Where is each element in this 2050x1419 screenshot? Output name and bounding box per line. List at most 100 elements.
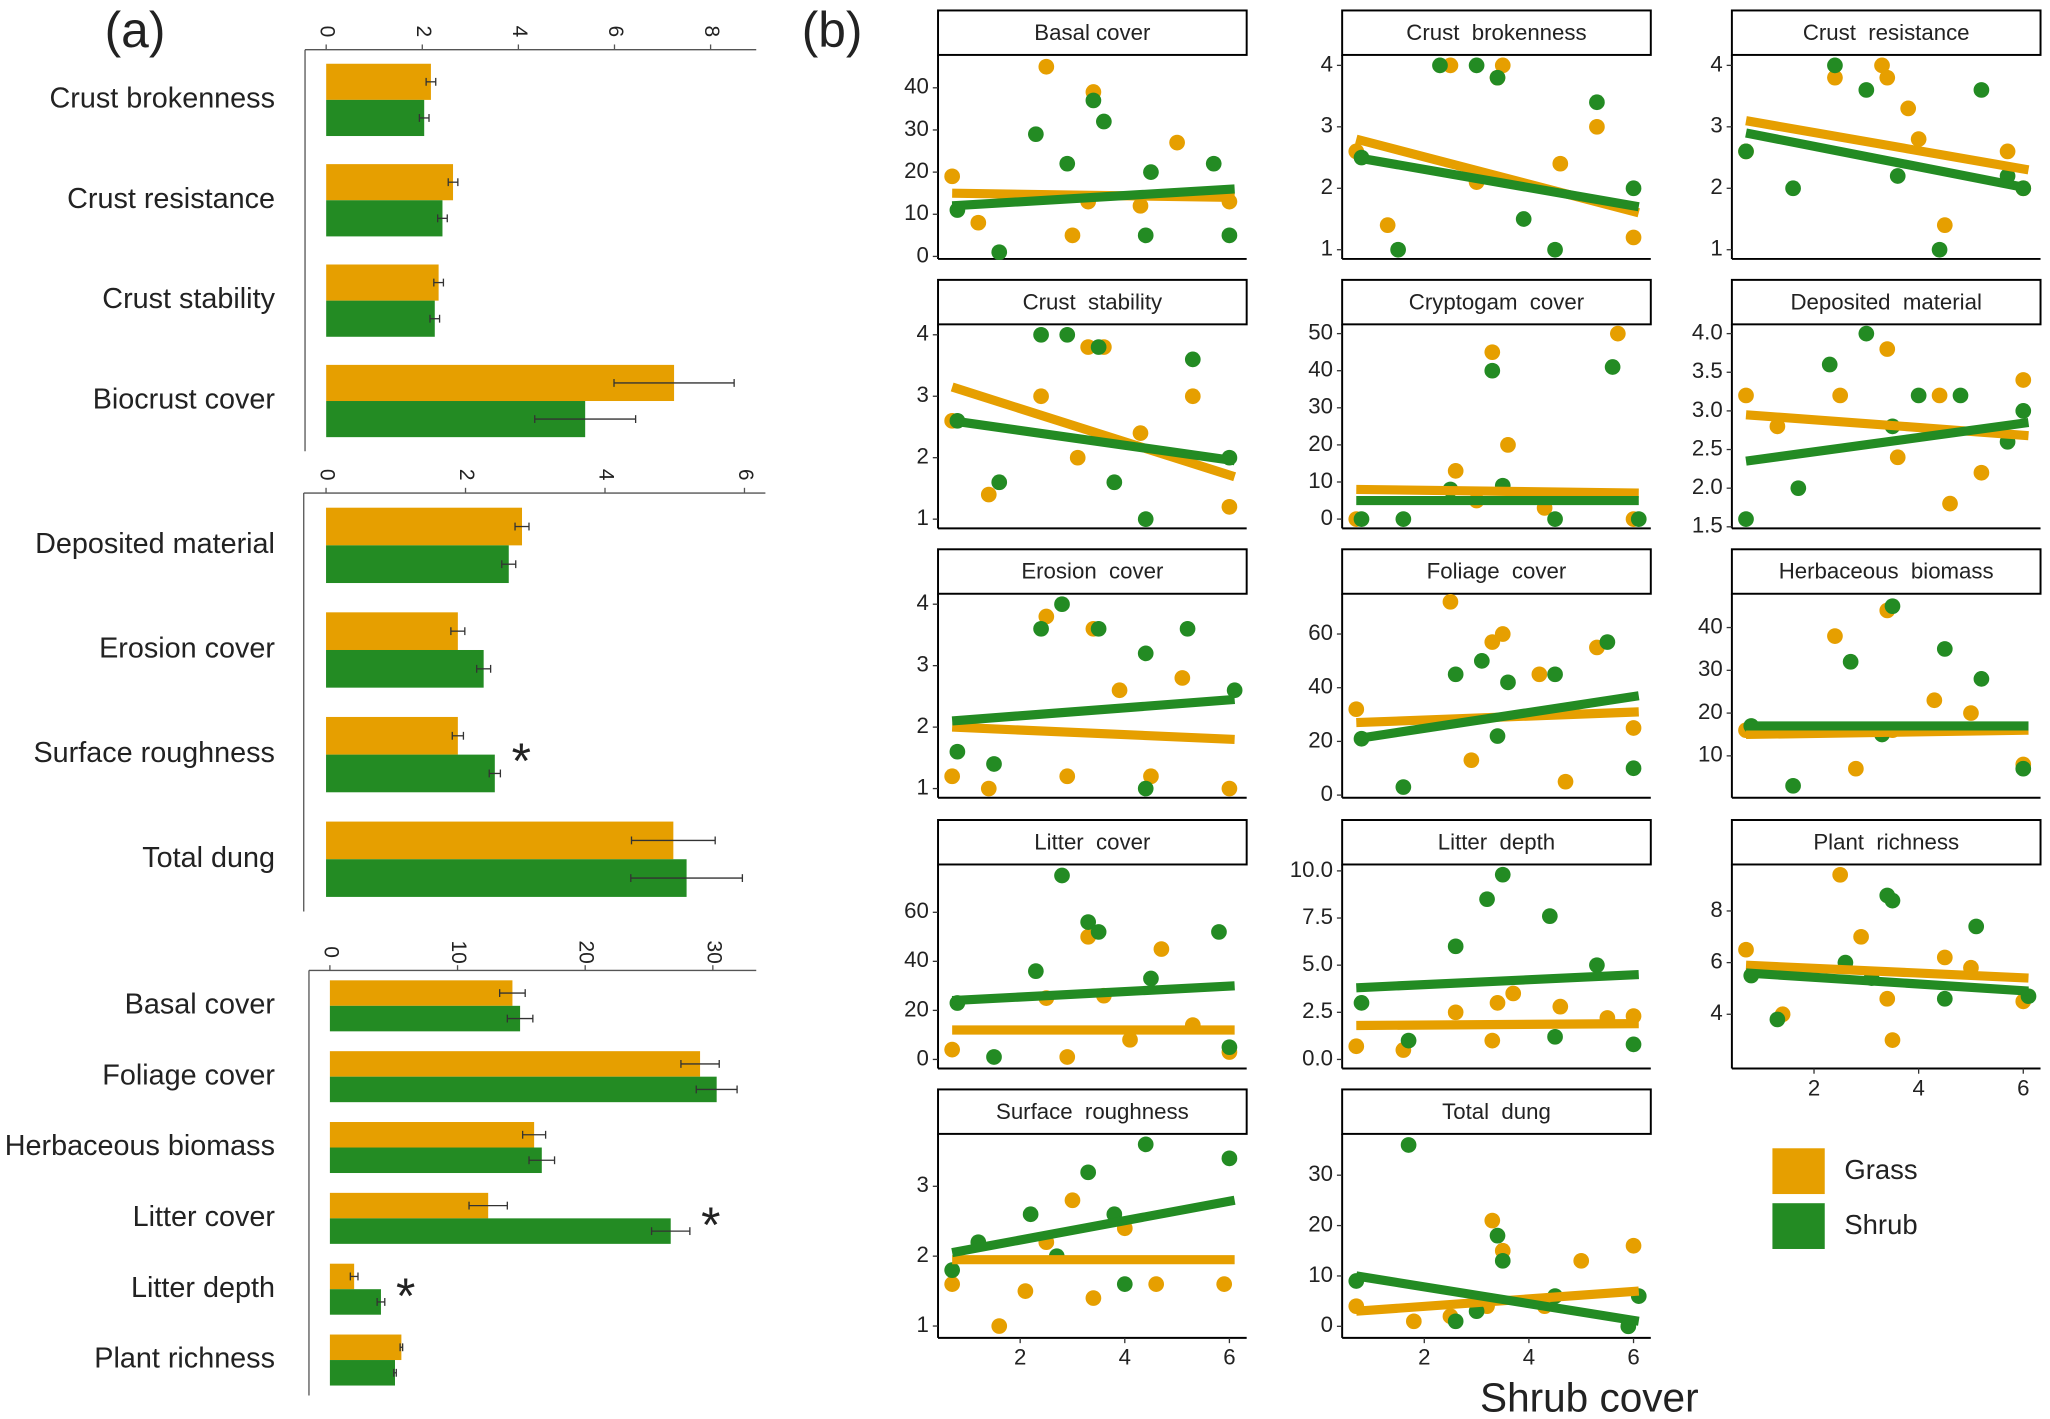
y-tick-label: 0 [917,242,929,267]
point [1169,134,1185,151]
point [986,1049,1002,1065]
y-tick-label: 4 [917,321,929,346]
point [1143,164,1159,180]
point [1625,1237,1642,1254]
point [1463,752,1480,769]
point [1589,94,1605,111]
point [1484,1212,1501,1229]
bar [326,859,687,897]
y-tick-label: 40 [904,947,929,972]
point [1963,705,1979,721]
point [1085,1290,1102,1306]
x-axis-label: Shrub cover [1480,1374,1699,1419]
point [1879,69,1896,86]
point [980,780,997,797]
point [1348,1038,1365,1055]
y-tick-label: 3.5 [1692,358,1723,383]
panel-title: Surface roughness [996,1099,1189,1124]
point [1028,963,1044,979]
strip [937,819,1248,866]
x-tick-label: 2 [455,469,478,481]
y-tick-label: 2 [1710,174,1722,199]
point [1221,227,1238,244]
point [1353,995,1370,1011]
point [1858,82,1875,98]
point [1080,914,1097,930]
bar [326,649,484,688]
y-tick-label: 2 [917,1242,929,1267]
y-tick-label: 10 [904,200,929,225]
x-tick-label: 10 [447,940,470,963]
y-tick-label: 3 [1321,113,1333,138]
y-tick-label: 10 [1308,1262,1333,1287]
point [1059,1049,1076,1065]
point [1968,918,1985,935]
point [1479,891,1495,908]
y-tick-label: 4 [1710,51,1722,76]
y-tick-label: 1 [917,1312,929,1337]
point [1874,57,1890,74]
point [1942,495,1958,512]
point [1494,866,1511,883]
point [1552,155,1569,172]
bar [326,754,495,793]
point [1221,780,1238,797]
point [1054,596,1070,613]
y-tick-label: 0 [1321,505,1333,530]
y-tick-label: 1.5 [1692,513,1723,538]
strip [1730,548,2042,595]
fit-line [951,722,1235,744]
point [1625,760,1642,777]
point [1132,197,1149,214]
point [1090,924,1107,940]
panel-title: Deposited material [1790,289,1981,314]
point [1489,728,1506,744]
point [1494,1252,1511,1269]
point [991,1318,1008,1334]
panel-title: Crust brokenness [1406,20,1586,45]
category-label: Erosion cover [99,633,275,665]
point [1090,620,1107,637]
y-tick-label: 20 [1308,1211,1333,1236]
y-tick-label: 1 [1710,236,1722,261]
point [1038,608,1055,625]
y-tick-label: 3 [917,1172,929,1197]
fit-line [1355,153,1640,212]
y-tick-label: 1 [1321,236,1333,261]
point [1033,388,1049,405]
point [944,1276,961,1292]
point [1494,626,1511,642]
point [1085,92,1102,109]
point [1936,949,1953,966]
category-label: Crust stability [102,283,275,315]
bar [329,980,513,1006]
fit-line [1356,970,1639,993]
y-tick-label: 30 [1308,1161,1333,1186]
point [1910,131,1927,147]
x-tick-label: 4 [1119,1345,1131,1370]
y-tick-label: 10 [1308,468,1333,493]
point [1604,359,1621,375]
y-tick-label: 30 [1308,394,1333,419]
point [1790,480,1807,497]
point [949,743,966,760]
point [2015,760,2032,777]
point [1541,908,1558,924]
point [1064,227,1081,244]
panel-label: (b) [802,2,863,58]
point [1889,168,1906,184]
point [1931,387,1948,404]
y-tick-label: 20 [1308,727,1333,752]
strip [1730,819,2042,866]
category-label: Crust resistance [67,183,275,215]
y-tick-label: 5.0 [1302,951,1333,976]
x-tick-label: 4 [594,469,617,481]
bar [329,1334,402,1361]
category-label: Litter cover [133,1201,276,1233]
point [986,756,1002,772]
bar [326,164,454,201]
point [1484,344,1501,361]
bar [326,264,439,301]
point [1489,995,1506,1011]
fit-line [951,981,1235,1006]
